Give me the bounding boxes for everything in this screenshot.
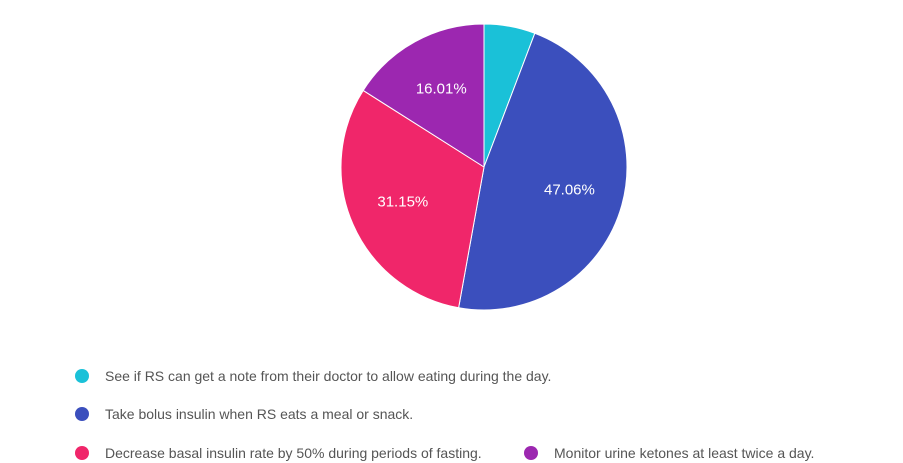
pie-slices (340, 23, 628, 311)
legend-label-basal-insulin: Decrease basal insulin rate by 50% durin… (105, 445, 482, 461)
legend-label-urine-ketones: Monitor urine ketones at least twice a d… (554, 445, 815, 461)
slice-label-urine-ketones: 16.01% (416, 80, 467, 97)
legend-swatch-urine-ketones (524, 446, 538, 460)
legend-swatch-basal-insulin (75, 446, 89, 460)
slice-label-basal-insulin: 31.15% (377, 194, 428, 211)
legend-label-bolus-insulin: Take bolus insulin when RS eats a meal o… (105, 406, 414, 422)
legend-item-basal-insulin[interactable]: Decrease basal insulin rate by 50% durin… (75, 443, 482, 463)
legend-swatch-doctor-note (75, 369, 89, 383)
legend-item-doctor-note[interactable]: See if RS can get a note from their doct… (75, 366, 551, 386)
slice-labels: 47.06% 31.15% 16.01% (377, 80, 594, 210)
legend-item-bolus-insulin[interactable]: Take bolus insulin when RS eats a meal o… (75, 404, 413, 424)
legend-label-doctor-note: See if RS can get a note from their doct… (105, 368, 552, 384)
pie-slice-urine-ketones[interactable] (362, 23, 485, 168)
slice-label-bolus-insulin: 47.06% (544, 182, 595, 199)
legend-swatch-bolus-insulin (75, 407, 89, 421)
pie-slice-bolus-insulin[interactable] (458, 32, 628, 311)
legend-item-urine-ketones[interactable]: Monitor urine ketones at least twice a d… (524, 443, 814, 463)
